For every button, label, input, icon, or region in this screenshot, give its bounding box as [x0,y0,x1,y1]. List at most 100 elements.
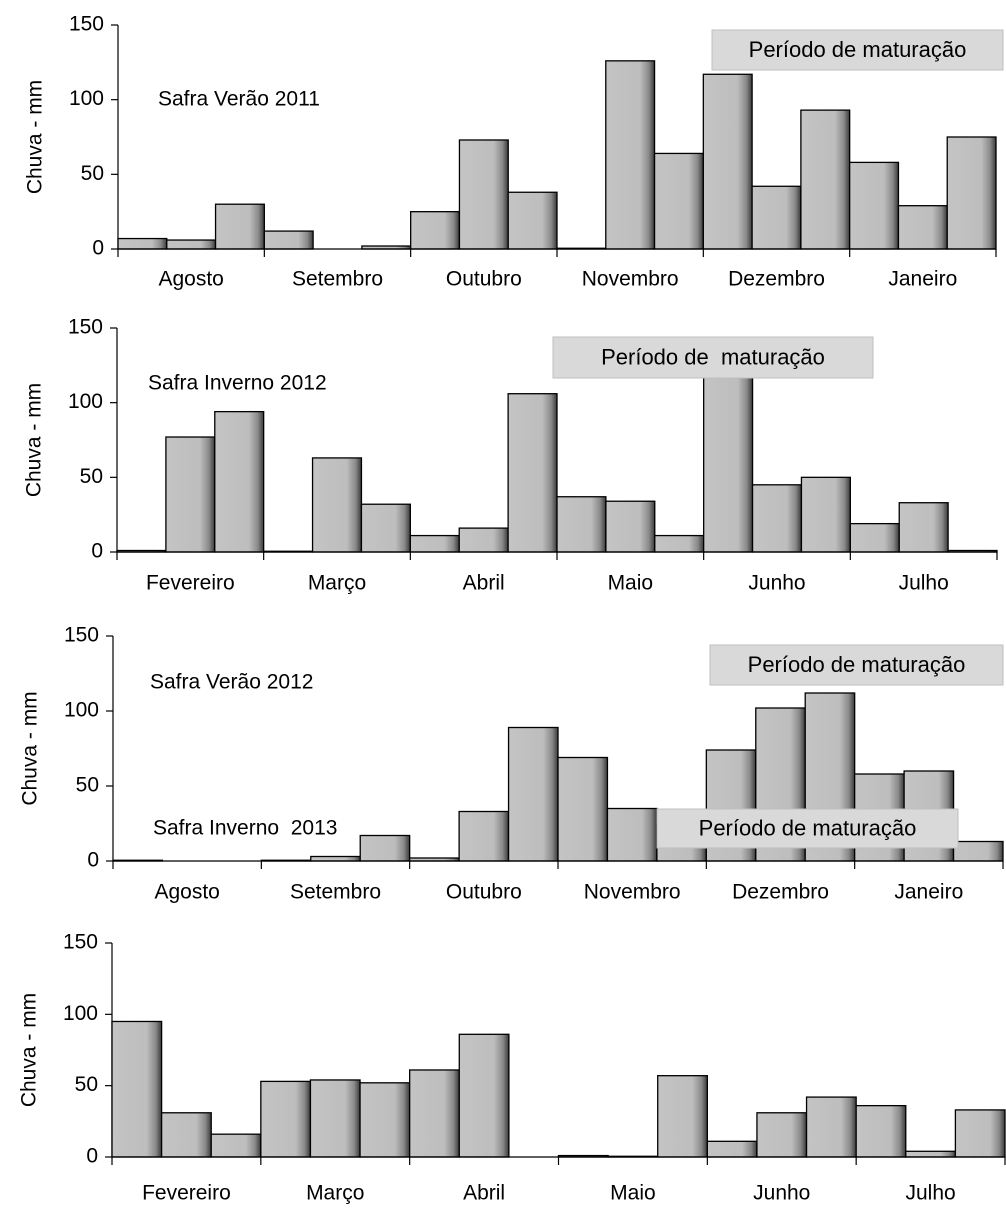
y-tick-label: 100 [68,390,103,413]
y-tick-label: 100 [69,87,104,110]
y-tick-label: 0 [91,540,103,563]
bar [360,503,411,553]
bar [458,810,510,862]
bar [898,502,949,553]
bar [805,1096,857,1158]
x-tick-label: Novembro [584,881,681,904]
bar [311,457,363,553]
bar [507,726,559,862]
x-tick-label: Fevereiro [142,1182,231,1205]
bar [849,522,900,553]
bar [214,203,265,250]
bar [507,191,558,250]
period-label: Período de maturação [749,37,967,62]
bar [214,410,265,553]
y-tick-label: 0 [87,849,99,872]
x-tick-label: Abril [463,572,505,595]
bar [310,855,361,862]
period-label: Período de maturação [699,815,917,840]
x-tick-label: Novembro [582,268,679,291]
x-tick-label: Dezembro [732,881,829,904]
bar [556,496,607,553]
bar [160,1112,212,1158]
x-tick-label: Junho [753,1182,810,1205]
bar [263,230,314,250]
y-tick-label: 100 [63,1002,98,1025]
x-tick-label: Agosto [158,268,223,291]
period-label: Período de maturação [748,652,966,677]
bar [706,1140,758,1158]
bar [111,1020,163,1158]
y-tick-label: 150 [63,931,98,954]
bar [409,534,460,553]
bar [166,239,217,250]
x-tick-label: Fevereiro [146,572,235,595]
bar [260,1080,312,1158]
bar [905,1150,957,1158]
x-tick-label: Agosto [154,881,219,904]
y-tick-label: 50 [80,465,103,488]
x-tick-label: Janeiro [894,881,963,904]
bar [855,1104,907,1158]
period-box [711,29,1004,71]
annotation: Safra Verão 2011 [158,88,320,111]
bar [800,109,851,250]
bar [210,1133,262,1158]
bar [359,834,411,862]
bar [165,436,216,553]
x-tick-label: Março [306,1182,364,1205]
bar [703,357,754,553]
period-label: Período de maturação [601,344,825,369]
y-tick-label: 50 [75,1073,98,1096]
x-tick-label: Maio [608,572,654,595]
bar [954,1109,1006,1158]
bar [458,527,509,553]
period-box [709,644,1004,686]
annotation: Safra Inverno 2013 [153,817,337,840]
y-tick-label: 0 [86,1145,98,1168]
bar [756,1112,808,1158]
y-axis-label: Chuva - mm [23,383,46,497]
bar [410,211,461,250]
y-axis-label: Chuva - mm [18,993,41,1107]
y-tick-label: 150 [64,624,99,647]
bar [800,476,851,553]
bar [605,60,656,250]
y-tick-label: 50 [76,774,99,797]
bar [359,1082,411,1158]
y-axis-label: Chuva - mm [24,80,47,194]
bar [849,161,900,250]
x-tick-label: Maio [610,1182,656,1205]
bar [507,393,558,553]
bar [654,534,705,553]
annotation: Safra Inverno 2012 [148,372,327,395]
x-tick-label: Janeiro [888,268,957,291]
x-tick-label: Abril [463,1182,505,1205]
bar [557,756,609,862]
bar [946,136,997,250]
y-tick-label: 150 [68,316,103,339]
x-tick-label: Março [308,572,366,595]
bar [605,500,656,553]
bar [952,840,1004,862]
bar [409,1069,460,1158]
bar [702,73,753,250]
bar [751,484,803,553]
x-tick-label: Outubro [446,881,522,904]
x-tick-label: Setembro [292,268,383,291]
annotation: Safra Verão 2012 [150,671,313,694]
y-tick-label: 100 [64,699,99,722]
period-box [656,808,959,849]
bar [657,1075,708,1158]
period-box [552,336,874,379]
x-tick-label: Julho [905,1182,955,1205]
bar [458,1033,510,1158]
y-tick-label: 0 [92,237,104,260]
bar [751,185,802,250]
bar [117,237,168,250]
y-axis-label: Chuva - mm [19,691,42,805]
y-tick-label: 150 [69,13,104,36]
bar [458,139,509,250]
x-tick-label: Julho [899,572,949,595]
